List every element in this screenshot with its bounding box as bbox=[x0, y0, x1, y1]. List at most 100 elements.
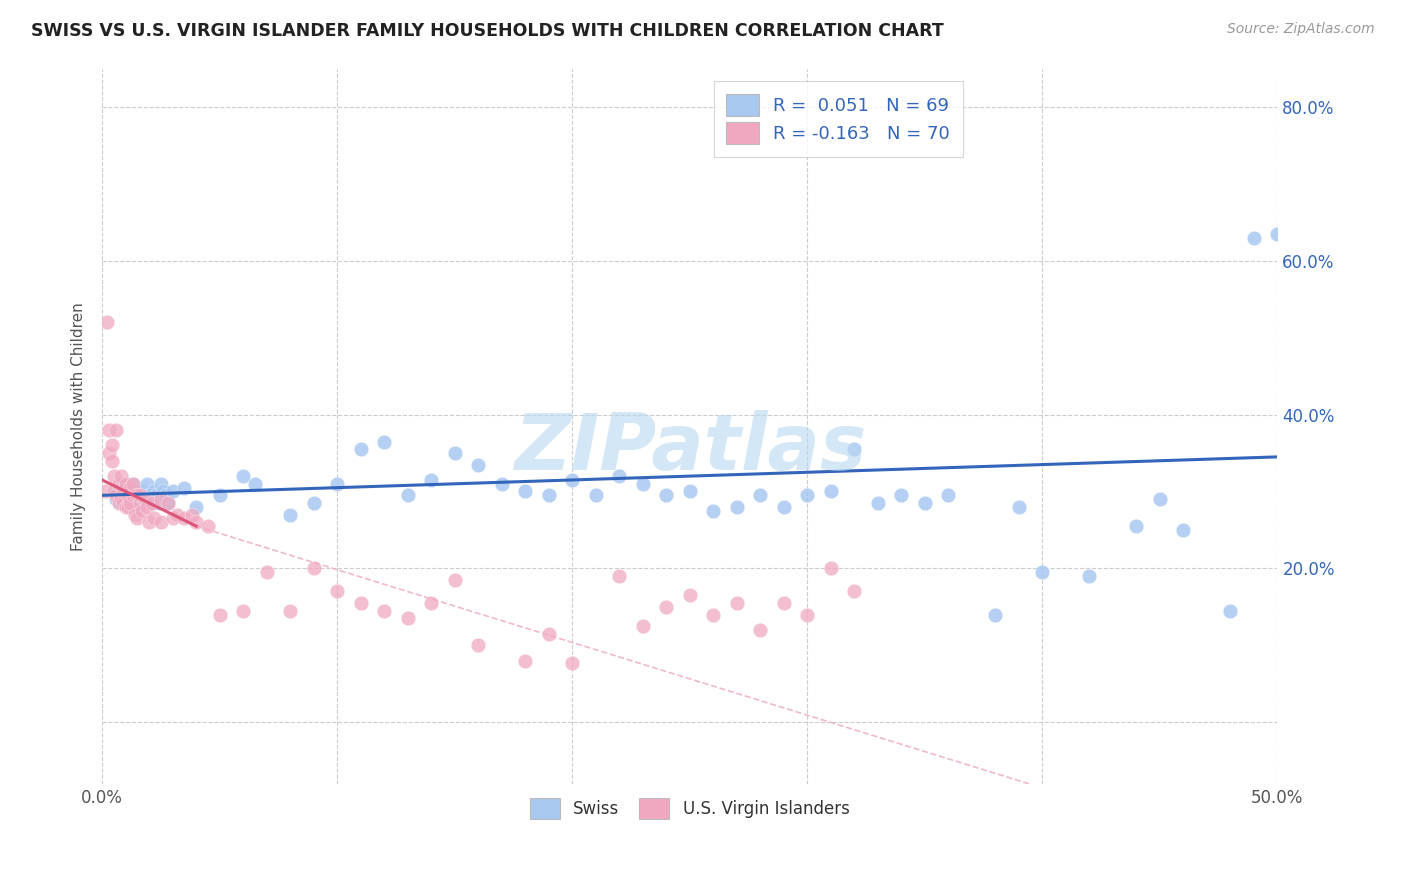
Point bbox=[725, 500, 748, 514]
Point bbox=[103, 484, 125, 499]
Point bbox=[467, 458, 489, 472]
Point bbox=[443, 573, 465, 587]
Point bbox=[157, 496, 180, 510]
Point bbox=[120, 496, 142, 510]
Point bbox=[135, 476, 157, 491]
Point bbox=[120, 496, 142, 510]
Point bbox=[607, 569, 630, 583]
Point bbox=[373, 434, 395, 449]
Point bbox=[134, 488, 156, 502]
Point bbox=[173, 481, 195, 495]
Point bbox=[121, 476, 143, 491]
Point bbox=[607, 469, 630, 483]
Point bbox=[749, 623, 772, 637]
Point bbox=[631, 619, 654, 633]
Point bbox=[110, 492, 132, 507]
Point bbox=[655, 599, 678, 614]
Point bbox=[866, 496, 889, 510]
Point bbox=[114, 488, 136, 502]
Point bbox=[100, 454, 122, 468]
Point bbox=[537, 488, 560, 502]
Point bbox=[105, 488, 128, 502]
Point bbox=[914, 496, 936, 510]
Point bbox=[152, 484, 174, 499]
Legend: Swiss, U.S. Virgin Islanders: Swiss, U.S. Virgin Islanders bbox=[523, 792, 856, 825]
Point bbox=[128, 496, 150, 510]
Point bbox=[138, 488, 160, 502]
Point bbox=[149, 492, 172, 507]
Point bbox=[100, 438, 122, 452]
Point bbox=[350, 442, 373, 457]
Point bbox=[162, 511, 184, 525]
Point bbox=[749, 488, 772, 502]
Point bbox=[326, 476, 349, 491]
Point bbox=[1243, 230, 1265, 244]
Point bbox=[232, 469, 254, 483]
Point bbox=[112, 484, 135, 499]
Point bbox=[208, 607, 231, 622]
Point bbox=[127, 511, 149, 525]
Point bbox=[117, 500, 139, 514]
Point bbox=[984, 607, 1007, 622]
Point bbox=[173, 511, 195, 525]
Text: SWISS VS U.S. VIRGIN ISLANDER FAMILY HOUSEHOLDS WITH CHILDREN CORRELATION CHART: SWISS VS U.S. VIRGIN ISLANDER FAMILY HOU… bbox=[31, 22, 943, 40]
Point bbox=[98, 446, 121, 460]
Point bbox=[103, 469, 125, 483]
Point bbox=[135, 500, 157, 514]
Point bbox=[1267, 227, 1289, 241]
Point bbox=[561, 473, 583, 487]
Point bbox=[420, 596, 443, 610]
Point bbox=[844, 442, 866, 457]
Point bbox=[256, 566, 278, 580]
Point bbox=[278, 604, 301, 618]
Point bbox=[128, 488, 150, 502]
Point bbox=[149, 476, 172, 491]
Point bbox=[121, 488, 143, 502]
Point bbox=[145, 488, 167, 502]
Point bbox=[350, 596, 373, 610]
Point bbox=[585, 488, 607, 502]
Point bbox=[162, 484, 184, 499]
Point bbox=[420, 473, 443, 487]
Point bbox=[844, 584, 866, 599]
Point bbox=[232, 604, 254, 618]
Point bbox=[725, 596, 748, 610]
Point bbox=[702, 504, 724, 518]
Point bbox=[128, 488, 150, 502]
Point bbox=[243, 476, 266, 491]
Point bbox=[537, 627, 560, 641]
Point bbox=[117, 484, 139, 499]
Point bbox=[131, 504, 153, 518]
Point bbox=[131, 484, 153, 499]
Point bbox=[796, 488, 818, 502]
Point bbox=[124, 488, 146, 502]
Point bbox=[105, 423, 128, 437]
Point bbox=[491, 476, 513, 491]
Point bbox=[373, 604, 395, 618]
Point bbox=[157, 496, 180, 510]
Point bbox=[702, 607, 724, 622]
Point bbox=[117, 488, 139, 502]
Point bbox=[110, 469, 132, 483]
Text: Source: ZipAtlas.com: Source: ZipAtlas.com bbox=[1227, 22, 1375, 37]
Point bbox=[679, 588, 702, 602]
Point bbox=[120, 481, 142, 495]
Point bbox=[515, 484, 537, 499]
Point bbox=[820, 561, 842, 575]
Point bbox=[127, 500, 149, 514]
Point bbox=[197, 519, 219, 533]
Point bbox=[112, 476, 135, 491]
Point bbox=[138, 515, 160, 529]
Point bbox=[1149, 492, 1171, 507]
Point bbox=[443, 446, 465, 460]
Point bbox=[148, 496, 170, 510]
Point bbox=[114, 500, 136, 514]
Y-axis label: Family Households with Children: Family Households with Children bbox=[72, 301, 86, 550]
Point bbox=[141, 496, 163, 510]
Point bbox=[1008, 500, 1031, 514]
Point bbox=[107, 488, 129, 502]
Text: ZIPatlas: ZIPatlas bbox=[513, 409, 866, 485]
Point bbox=[396, 611, 419, 625]
Point bbox=[155, 488, 177, 502]
Point bbox=[141, 496, 163, 510]
